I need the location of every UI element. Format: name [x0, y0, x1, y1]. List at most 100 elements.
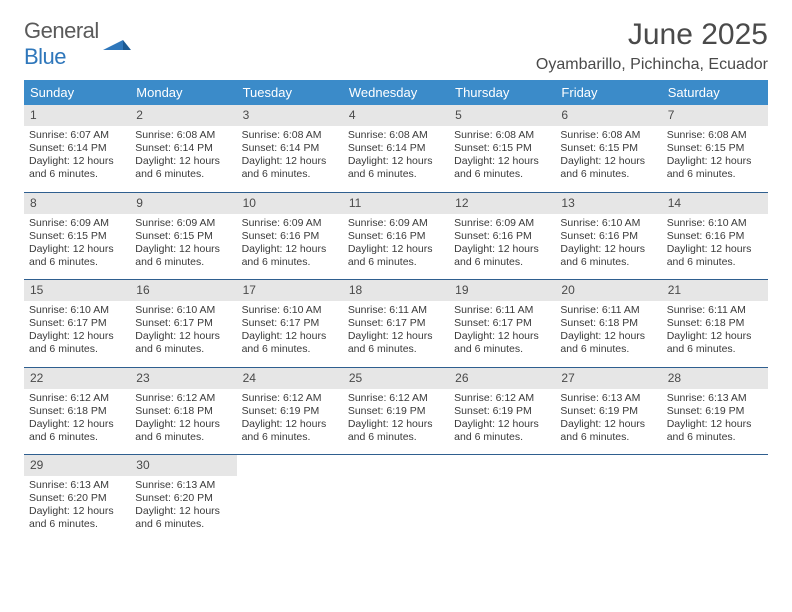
daylight-line: Daylight: 12 hours and 6 minutes.	[29, 330, 125, 356]
day-cell: 22Sunrise: 6:12 AMSunset: 6:18 PMDayligh…	[24, 368, 130, 455]
day-body: Sunrise: 6:08 AMSunset: 6:14 PMDaylight:…	[343, 126, 449, 192]
daylight-line: Daylight: 12 hours and 6 minutes.	[29, 243, 125, 269]
day-number: 6	[555, 105, 661, 126]
day-body: Sunrise: 6:08 AMSunset: 6:14 PMDaylight:…	[130, 126, 236, 192]
daylight-line: Daylight: 12 hours and 6 minutes.	[348, 243, 444, 269]
day-body: Sunrise: 6:13 AMSunset: 6:20 PMDaylight:…	[24, 476, 130, 542]
day-number: 8	[24, 193, 130, 214]
daylight-line: Daylight: 12 hours and 6 minutes.	[560, 243, 656, 269]
day-body: Sunrise: 6:09 AMSunset: 6:15 PMDaylight:…	[130, 214, 236, 280]
logo: General Blue	[24, 18, 131, 70]
daylight-line: Daylight: 12 hours and 6 minutes.	[560, 155, 656, 181]
sunset-line: Sunset: 6:18 PM	[29, 405, 125, 418]
day-body: Sunrise: 6:12 AMSunset: 6:19 PMDaylight:…	[449, 389, 555, 455]
day-cell	[555, 455, 661, 542]
sunset-line: Sunset: 6:18 PM	[560, 317, 656, 330]
sunset-line: Sunset: 6:16 PM	[348, 230, 444, 243]
sunset-line: Sunset: 6:16 PM	[242, 230, 338, 243]
sunset-line: Sunset: 6:19 PM	[348, 405, 444, 418]
sunrise-line: Sunrise: 6:09 AM	[135, 217, 231, 230]
day-body: Sunrise: 6:13 AMSunset: 6:19 PMDaylight:…	[662, 389, 768, 455]
day-cell	[449, 455, 555, 542]
day-body: Sunrise: 6:12 AMSunset: 6:18 PMDaylight:…	[24, 389, 130, 455]
daylight-line: Daylight: 12 hours and 6 minutes.	[242, 418, 338, 444]
sunset-line: Sunset: 6:17 PM	[242, 317, 338, 330]
day-cell: 2Sunrise: 6:08 AMSunset: 6:14 PMDaylight…	[130, 105, 236, 192]
sunset-line: Sunset: 6:18 PM	[135, 405, 231, 418]
day-number: 15	[24, 280, 130, 301]
day-number: 28	[662, 368, 768, 389]
daylight-line: Daylight: 12 hours and 6 minutes.	[348, 330, 444, 356]
day-number: 18	[343, 280, 449, 301]
day-number: 12	[449, 193, 555, 214]
day-body: Sunrise: 6:09 AMSunset: 6:16 PMDaylight:…	[343, 214, 449, 280]
sunset-line: Sunset: 6:17 PM	[348, 317, 444, 330]
daylight-line: Daylight: 12 hours and 6 minutes.	[667, 155, 763, 181]
sunrise-line: Sunrise: 6:11 AM	[667, 304, 763, 317]
day-body: Sunrise: 6:12 AMSunset: 6:18 PMDaylight:…	[130, 389, 236, 455]
day-cell: 14Sunrise: 6:10 AMSunset: 6:16 PMDayligh…	[662, 193, 768, 280]
week-row: 15Sunrise: 6:10 AMSunset: 6:17 PMDayligh…	[24, 280, 768, 368]
day-cell: 29Sunrise: 6:13 AMSunset: 6:20 PMDayligh…	[24, 455, 130, 542]
daylight-line: Daylight: 12 hours and 6 minutes.	[454, 330, 550, 356]
sunrise-line: Sunrise: 6:11 AM	[560, 304, 656, 317]
day-number: 1	[24, 105, 130, 126]
sunset-line: Sunset: 6:14 PM	[242, 142, 338, 155]
sunrise-line: Sunrise: 6:08 AM	[454, 129, 550, 142]
day-number: 9	[130, 193, 236, 214]
sunrise-line: Sunrise: 6:13 AM	[29, 479, 125, 492]
sunrise-line: Sunrise: 6:13 AM	[560, 392, 656, 405]
day-body: Sunrise: 6:11 AMSunset: 6:17 PMDaylight:…	[343, 301, 449, 367]
sunrise-line: Sunrise: 6:12 AM	[454, 392, 550, 405]
dayofweek-cell: Friday	[555, 80, 661, 105]
day-cell: 6Sunrise: 6:08 AMSunset: 6:15 PMDaylight…	[555, 105, 661, 192]
daylight-line: Daylight: 12 hours and 6 minutes.	[29, 505, 125, 531]
day-body: Sunrise: 6:09 AMSunset: 6:16 PMDaylight:…	[237, 214, 343, 280]
sunrise-line: Sunrise: 6:13 AM	[667, 392, 763, 405]
sunset-line: Sunset: 6:15 PM	[135, 230, 231, 243]
daylight-line: Daylight: 12 hours and 6 minutes.	[560, 418, 656, 444]
sunset-line: Sunset: 6:17 PM	[135, 317, 231, 330]
sunset-line: Sunset: 6:20 PM	[29, 492, 125, 505]
sunrise-line: Sunrise: 6:12 AM	[29, 392, 125, 405]
daylight-line: Daylight: 12 hours and 6 minutes.	[242, 243, 338, 269]
daylight-line: Daylight: 12 hours and 6 minutes.	[242, 155, 338, 181]
week-row: 1Sunrise: 6:07 AMSunset: 6:14 PMDaylight…	[24, 105, 768, 193]
daylight-line: Daylight: 12 hours and 6 minutes.	[667, 330, 763, 356]
daylight-line: Daylight: 12 hours and 6 minutes.	[560, 330, 656, 356]
daylight-line: Daylight: 12 hours and 6 minutes.	[135, 505, 231, 531]
day-cell: 1Sunrise: 6:07 AMSunset: 6:14 PMDaylight…	[24, 105, 130, 192]
logo-mark-icon	[103, 32, 131, 57]
dayofweek-row: SundayMondayTuesdayWednesdayThursdayFrid…	[24, 80, 768, 105]
day-cell: 25Sunrise: 6:12 AMSunset: 6:19 PMDayligh…	[343, 368, 449, 455]
week-row: 8Sunrise: 6:09 AMSunset: 6:15 PMDaylight…	[24, 193, 768, 281]
day-body: Sunrise: 6:08 AMSunset: 6:15 PMDaylight:…	[662, 126, 768, 192]
sunset-line: Sunset: 6:14 PM	[135, 142, 231, 155]
day-number: 22	[24, 368, 130, 389]
sunrise-line: Sunrise: 6:11 AM	[348, 304, 444, 317]
daylight-line: Daylight: 12 hours and 6 minutes.	[667, 418, 763, 444]
sunrise-line: Sunrise: 6:12 AM	[135, 392, 231, 405]
day-cell: 13Sunrise: 6:10 AMSunset: 6:16 PMDayligh…	[555, 193, 661, 280]
sunrise-line: Sunrise: 6:10 AM	[135, 304, 231, 317]
daylight-line: Daylight: 12 hours and 6 minutes.	[135, 155, 231, 181]
week-row: 22Sunrise: 6:12 AMSunset: 6:18 PMDayligh…	[24, 368, 768, 456]
sunset-line: Sunset: 6:18 PM	[667, 317, 763, 330]
day-body: Sunrise: 6:07 AMSunset: 6:14 PMDaylight:…	[24, 126, 130, 192]
day-cell: 23Sunrise: 6:12 AMSunset: 6:18 PMDayligh…	[130, 368, 236, 455]
day-body: Sunrise: 6:08 AMSunset: 6:15 PMDaylight:…	[449, 126, 555, 192]
day-cell: 24Sunrise: 6:12 AMSunset: 6:19 PMDayligh…	[237, 368, 343, 455]
daylight-line: Daylight: 12 hours and 6 minutes.	[242, 330, 338, 356]
day-number: 16	[130, 280, 236, 301]
sunset-line: Sunset: 6:15 PM	[560, 142, 656, 155]
sunrise-line: Sunrise: 6:09 AM	[29, 217, 125, 230]
day-body: Sunrise: 6:09 AMSunset: 6:16 PMDaylight:…	[449, 214, 555, 280]
day-cell	[237, 455, 343, 542]
day-number: 11	[343, 193, 449, 214]
day-body: Sunrise: 6:10 AMSunset: 6:17 PMDaylight:…	[130, 301, 236, 367]
sunrise-line: Sunrise: 6:08 AM	[135, 129, 231, 142]
location: Oyambarillo, Pichincha, Ecuador	[536, 56, 768, 74]
sunset-line: Sunset: 6:14 PM	[348, 142, 444, 155]
day-cell: 4Sunrise: 6:08 AMSunset: 6:14 PMDaylight…	[343, 105, 449, 192]
dayofweek-cell: Saturday	[662, 80, 768, 105]
